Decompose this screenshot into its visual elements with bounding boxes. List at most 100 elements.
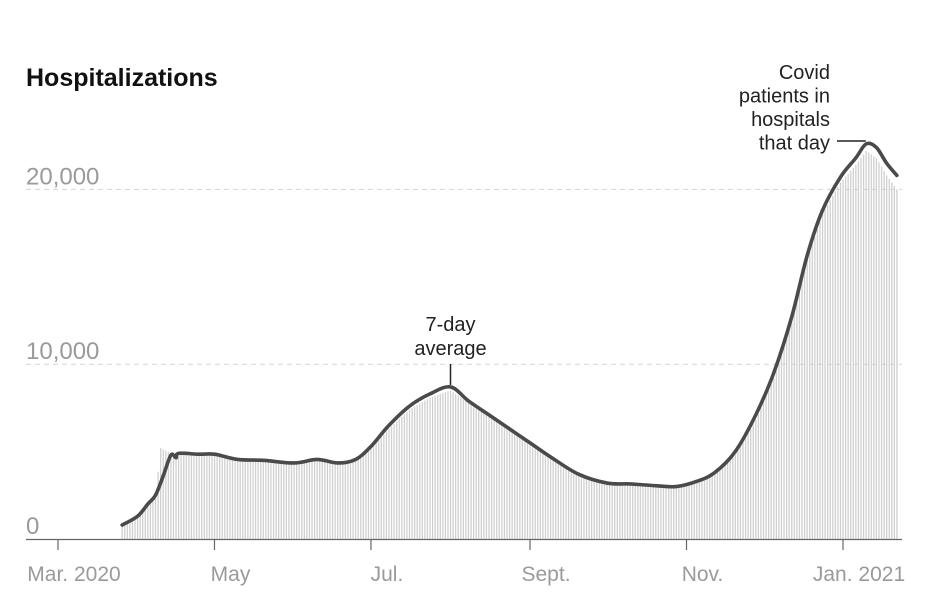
daily-bar	[726, 462, 729, 539]
y-tick-label-2: 20,000	[26, 163, 99, 190]
daily-bar	[226, 457, 229, 539]
daily-bar	[388, 428, 390, 539]
daily-bar	[134, 519, 136, 539]
daily-bar	[829, 200, 831, 539]
daily-bar	[750, 428, 752, 539]
daily-bar	[403, 414, 406, 539]
daily-bar	[303, 461, 305, 539]
x-tick-label-4: Nov.	[682, 563, 724, 586]
daily-bar	[342, 461, 344, 539]
daily-bar	[516, 434, 518, 539]
daily-bar	[242, 459, 244, 539]
daily-bar	[136, 518, 139, 539]
daily-bar	[742, 441, 744, 539]
daily-bar	[747, 433, 749, 539]
daily-bar	[337, 462, 339, 539]
daily-bar	[206, 455, 208, 539]
x-tick-label-0: Mar. 2020	[27, 563, 120, 586]
daily-bar	[406, 412, 408, 539]
daily-bar	[896, 189, 898, 539]
daily-bar	[816, 229, 819, 539]
daily-bar	[326, 461, 329, 539]
daily-bar	[185, 455, 187, 539]
daily-bar	[557, 463, 559, 539]
daily-bar	[701, 480, 703, 539]
daily-bar	[401, 416, 403, 539]
daily-bar	[585, 476, 588, 539]
daily-bar	[870, 154, 872, 539]
daily-bar	[247, 460, 249, 539]
daily-bar	[272, 461, 275, 539]
daily-bar	[498, 421, 500, 539]
daily-bar	[360, 455, 362, 539]
daily-bar	[844, 176, 847, 539]
daily-bar	[883, 171, 885, 540]
daily-bar	[236, 459, 239, 539]
daily-bar	[298, 462, 300, 539]
daily-bar	[655, 486, 657, 539]
daily-bar	[765, 396, 767, 539]
daily-bar	[324, 460, 326, 539]
daily-bar	[121, 526, 123, 539]
average-line-layer	[120, 141, 899, 527]
daily-bar	[413, 406, 416, 539]
daily-bar	[860, 157, 862, 539]
daily-bar	[216, 456, 218, 539]
daily-bar	[847, 173, 849, 540]
daily-bar	[139, 514, 141, 539]
daily-bar	[734, 455, 736, 539]
daily-bar	[429, 397, 431, 539]
daily-bar	[239, 459, 241, 539]
daily-bar	[506, 426, 508, 539]
daily-bar	[788, 328, 790, 539]
daily-bar	[803, 269, 806, 539]
daily-bar	[621, 484, 624, 539]
daily-bar	[611, 483, 613, 539]
daily-bar	[421, 402, 423, 539]
daily-bar	[157, 471, 159, 539]
daily-bar	[739, 446, 742, 539]
daily-bar	[416, 405, 418, 539]
daily-bar	[660, 486, 662, 539]
daily-bar	[144, 507, 146, 539]
daily-bar	[370, 448, 372, 539]
daily-bar	[755, 420, 757, 539]
daily-bars	[121, 150, 898, 540]
daily-bar	[629, 484, 631, 539]
daily-bar	[396, 421, 398, 539]
daily-bar	[390, 426, 393, 539]
average-annotation-line-1: average	[414, 338, 486, 360]
daily-bar	[183, 455, 185, 539]
daily-bar	[378, 439, 380, 539]
daily-bar	[562, 465, 565, 539]
daily-bar	[673, 487, 675, 539]
daily-bar	[444, 392, 447, 539]
daily-bar	[775, 369, 777, 539]
daily-bar	[455, 393, 457, 539]
daily-bar	[301, 461, 303, 539]
daily-bar	[531, 444, 534, 539]
daily-bar	[234, 459, 236, 539]
daily-bar	[231, 458, 234, 539]
daily-bar	[839, 182, 842, 539]
daily-bar	[685, 485, 688, 539]
daily-bar	[583, 475, 585, 539]
daily-bar	[493, 417, 495, 539]
daily-bar	[570, 470, 572, 539]
daily-bar	[598, 480, 600, 539]
daily-bar	[544, 454, 547, 539]
daily-bar	[175, 454, 177, 539]
daily-bar	[857, 161, 860, 539]
daily-bar	[875, 157, 878, 539]
daily-bar	[365, 451, 367, 539]
daily-bar	[539, 450, 541, 539]
daily-bar	[311, 460, 313, 539]
daily-bar	[190, 455, 193, 539]
daily-bar	[152, 498, 154, 539]
daily-bar	[442, 393, 444, 539]
daily-bar	[257, 460, 259, 539]
daily-bar	[632, 484, 634, 539]
daily-bar	[465, 400, 467, 539]
daily-bar	[511, 430, 513, 539]
